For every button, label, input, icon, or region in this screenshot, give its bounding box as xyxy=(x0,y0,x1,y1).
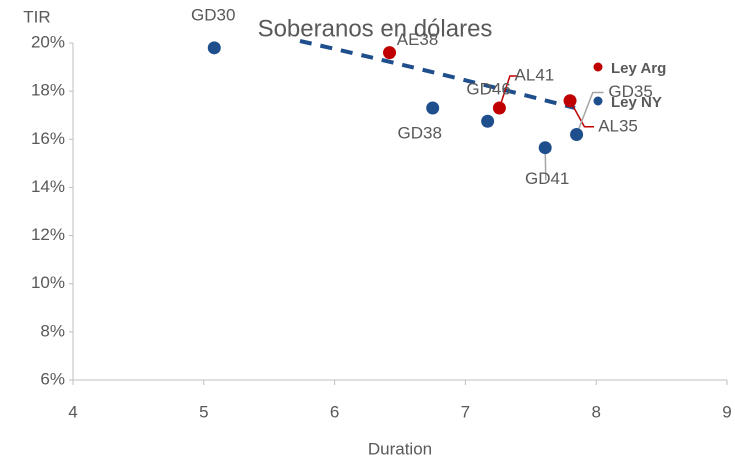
y-tick-label: 18% xyxy=(31,81,65,100)
y-axis-label: TIR xyxy=(23,7,50,26)
legend-marker xyxy=(593,96,603,106)
trend-curve xyxy=(299,39,576,110)
point-label: AL35 xyxy=(598,116,638,135)
chart-title: Soberanos en dólares xyxy=(258,15,493,42)
legend-marker xyxy=(593,62,603,72)
point-label: GD41 xyxy=(525,169,569,188)
point-label: GD38 xyxy=(397,123,441,142)
y-tick-label: 12% xyxy=(31,225,65,244)
y-tick-label: 16% xyxy=(31,129,65,148)
point-label: GD30 xyxy=(191,5,235,24)
point-label: GD46 xyxy=(466,80,510,99)
point xyxy=(538,141,552,155)
x-tick-label: 8 xyxy=(591,402,600,421)
point xyxy=(481,114,495,128)
x-axis-label: Duration xyxy=(368,439,432,458)
x-tick-label: 7 xyxy=(461,402,470,421)
x-tick-label: 5 xyxy=(199,402,208,421)
y-tick-label: 10% xyxy=(31,273,65,292)
point xyxy=(383,46,397,60)
point xyxy=(563,94,577,108)
x-tick-label: 9 xyxy=(722,402,731,421)
leader-line xyxy=(498,75,517,109)
leader-line xyxy=(544,147,547,181)
point-label: AE38 xyxy=(397,30,439,49)
y-tick-label: 20% xyxy=(31,32,65,51)
y-tick-label: 6% xyxy=(40,369,65,388)
leader-line xyxy=(575,91,604,135)
legend-label: Ley Arg xyxy=(611,60,666,77)
point-label: GD35 xyxy=(608,82,652,101)
y-tick-label: 14% xyxy=(31,177,65,196)
y-tick-label: 8% xyxy=(40,321,65,340)
x-tick-label: 6 xyxy=(330,402,339,421)
point xyxy=(426,101,440,115)
x-tick-label: 4 xyxy=(68,402,77,421)
point xyxy=(207,41,221,55)
legend-label: Ley NY xyxy=(611,94,662,111)
point xyxy=(492,101,506,115)
leader-line xyxy=(569,100,595,128)
point xyxy=(570,127,584,141)
point-label: AL41 xyxy=(515,65,555,84)
